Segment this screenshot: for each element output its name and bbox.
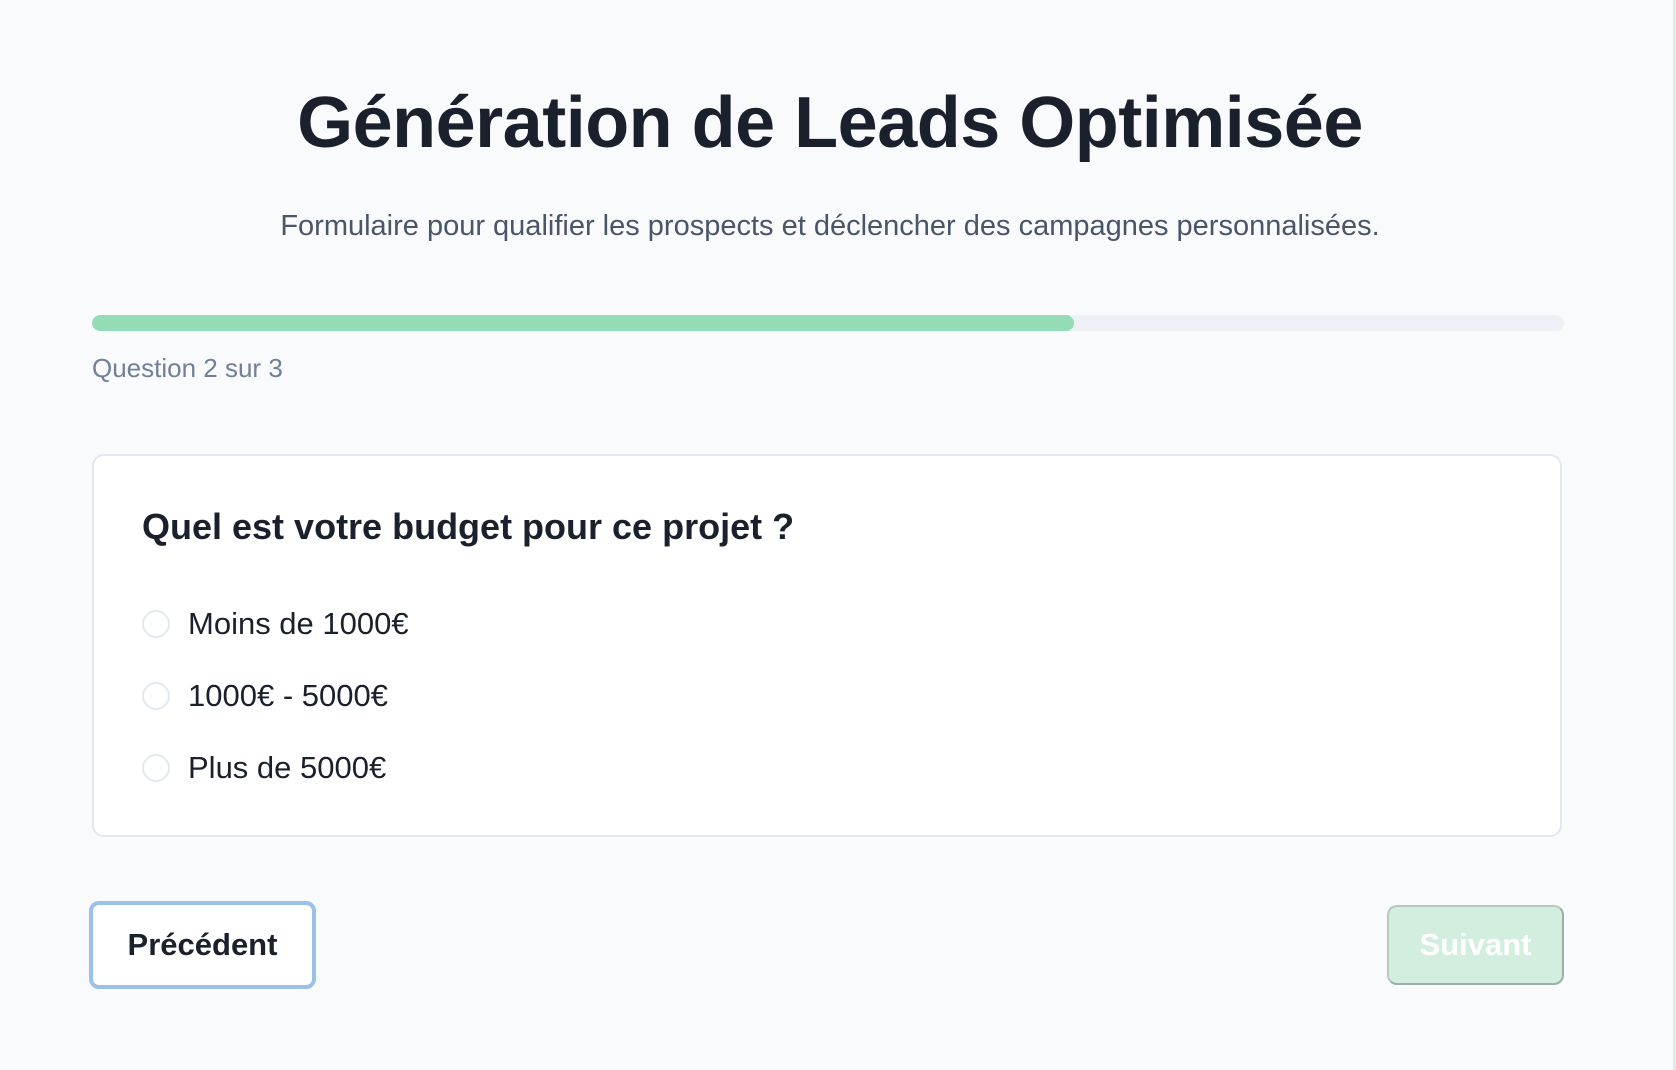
option-label: 1000€ - 5000€ xyxy=(188,678,388,713)
radio-button[interactable] xyxy=(142,610,170,638)
option-label: Plus de 5000€ xyxy=(188,750,387,785)
option-1000-5000[interactable]: 1000€ - 5000€ xyxy=(142,678,388,714)
progress-bar xyxy=(92,315,1564,331)
question-card: Quel est votre budget pour ce projet ? M… xyxy=(92,454,1562,837)
question-counter: Question 2 sur 3 xyxy=(92,353,283,383)
window-edge xyxy=(1673,0,1676,1070)
question-title: Quel est votre budget pour ce projet ? xyxy=(142,506,795,547)
option-label: Moins de 1000€ xyxy=(188,606,409,641)
option-less-than-1000[interactable]: Moins de 1000€ xyxy=(142,606,409,642)
radio-button[interactable] xyxy=(142,682,170,710)
previous-button[interactable]: Précédent xyxy=(89,901,316,989)
page-title: Génération de Leads Optimisée xyxy=(297,83,1363,163)
radio-button[interactable] xyxy=(142,754,170,782)
page-subtitle: Formulaire pour qualifier les prospects … xyxy=(280,210,1380,242)
progress-bar-fill xyxy=(92,315,1074,331)
next-button[interactable]: Suivant xyxy=(1387,905,1564,985)
option-more-than-5000[interactable]: Plus de 5000€ xyxy=(142,750,386,786)
